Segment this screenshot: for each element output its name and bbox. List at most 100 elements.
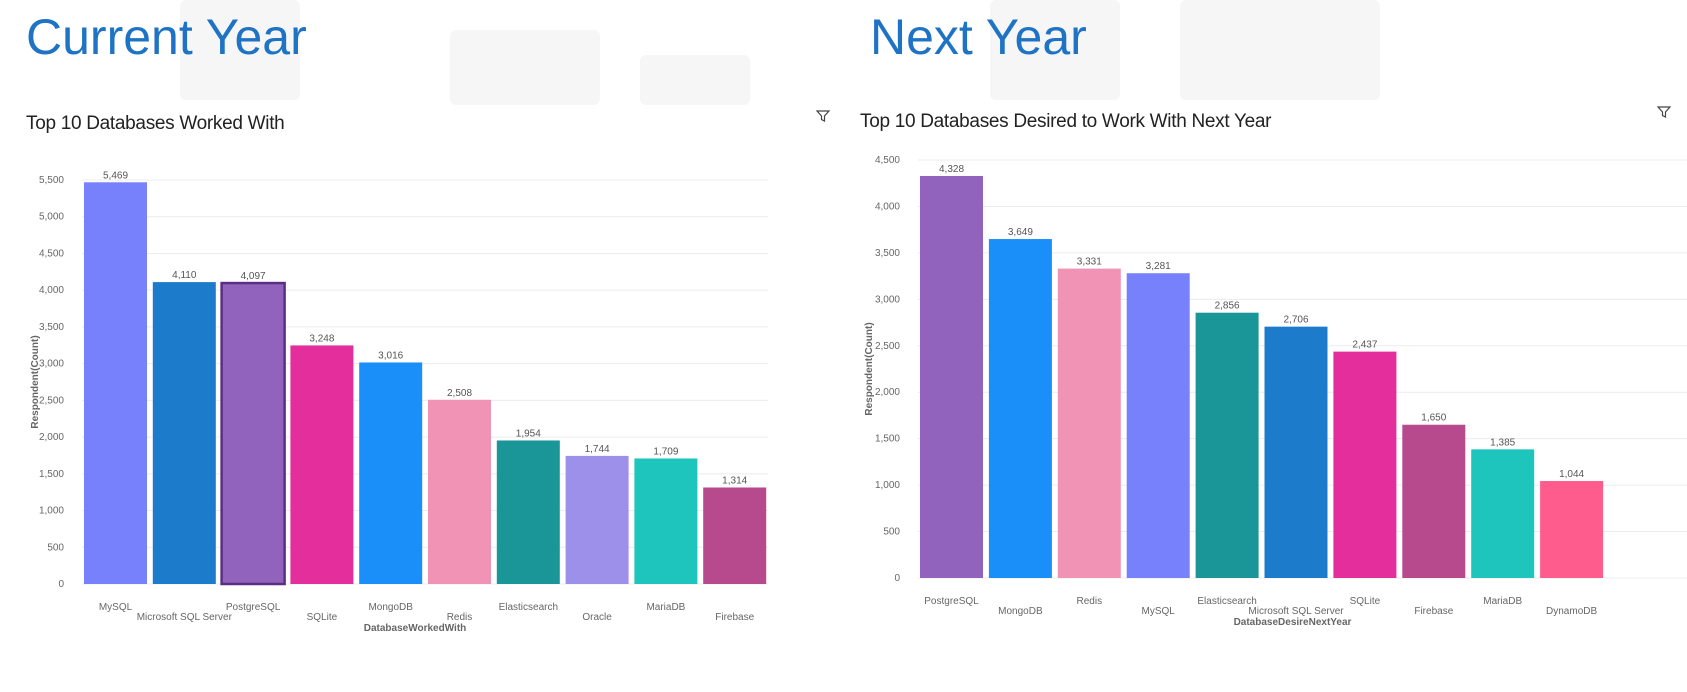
- x-tick-label: MongoDB: [368, 602, 413, 613]
- data-label: 2,437: [1352, 340, 1377, 351]
- x-tick-label: Oracle: [582, 612, 612, 623]
- y-tick-label: 4,000: [39, 285, 64, 296]
- data-label: 2,706: [1283, 315, 1308, 326]
- y-tick-label: 2,000: [39, 432, 64, 443]
- x-axis-title: DatabaseWorkedWith: [364, 623, 467, 634]
- y-tick-label: 4,500: [875, 155, 900, 166]
- data-label: 2,856: [1215, 301, 1240, 312]
- bar: [1471, 449, 1535, 578]
- x-tick-label: MariaDB: [1483, 596, 1522, 607]
- x-tick-label: Firebase: [715, 612, 754, 623]
- y-tick-label: 2,000: [875, 387, 900, 398]
- x-tick-label: Elasticsearch: [1197, 596, 1256, 607]
- data-label: 4,097: [241, 271, 266, 282]
- x-tick-label: MySQL: [1142, 606, 1176, 617]
- bar: [84, 182, 147, 584]
- filter-icon[interactable]: [816, 109, 830, 123]
- bar: [428, 399, 491, 584]
- bar: [634, 458, 698, 584]
- y-tick-label: 4,000: [875, 201, 900, 212]
- y-tick-label: 1,500: [39, 469, 64, 480]
- y-tick-label: 3,500: [39, 322, 64, 333]
- data-label: 1,650: [1421, 413, 1446, 424]
- bar: [1264, 326, 1328, 578]
- y-tick-label: 500: [47, 542, 64, 553]
- bar: [290, 345, 354, 584]
- x-tick-label: DynamoDB: [1546, 606, 1597, 617]
- data-label: 3,281: [1146, 261, 1171, 272]
- y-tick-label: 5,500: [39, 175, 64, 186]
- background-decoration: [640, 55, 750, 105]
- x-tick-label: Firebase: [1414, 606, 1453, 617]
- x-tick-label: PostgreSQL: [226, 602, 281, 613]
- data-label: 3,248: [309, 333, 334, 344]
- y-tick-label: 1,000: [39, 506, 64, 517]
- y-tick-label: 0: [894, 573, 900, 584]
- x-tick-label: PostgreSQL: [924, 596, 979, 607]
- data-label: 2,508: [447, 388, 472, 399]
- y-axis-title: Respondent(Count): [864, 322, 875, 415]
- data-label: 4,328: [939, 164, 964, 175]
- x-tick-label: MariaDB: [646, 602, 685, 613]
- current-year-heading: Current Year: [26, 9, 307, 65]
- bar: [565, 455, 629, 584]
- y-axis-title: Respondent(Count): [30, 335, 41, 428]
- bar: [1402, 424, 1466, 578]
- background-decoration: [1180, 0, 1380, 100]
- bar: [1195, 312, 1259, 578]
- bar: [1540, 481, 1604, 578]
- bar: [1057, 268, 1121, 578]
- y-tick-label: 1,500: [875, 434, 900, 445]
- data-label: 1,044: [1559, 469, 1584, 480]
- y-tick-label: 5,000: [39, 212, 64, 223]
- filter-icon[interactable]: [1657, 105, 1671, 119]
- chart-panel-worked-with: Top 10 Databases Worked With 0 500 1,000 1,…: [26, 105, 846, 690]
- bar: [1126, 273, 1190, 578]
- data-label: 1,314: [722, 475, 747, 486]
- bar: [1333, 351, 1397, 578]
- x-tick-label: Microsoft SQL Server: [137, 612, 233, 623]
- chart-title: Top 10 Databases Worked With: [26, 113, 285, 134]
- chart-panel-desired-next-year: Top 10 Databases Desired to Work With Ne…: [860, 105, 1687, 690]
- x-tick-label: Redis: [447, 612, 473, 623]
- bar-chart-desired-next-year: 0 500 1,000 1,500 2,000 2,500 3,000 3,500 4,000 4…: [864, 155, 1687, 628]
- y-tick-label: 2,500: [39, 395, 64, 406]
- y-tick-label: 1,000: [875, 480, 900, 491]
- x-tick-label: MongoDB: [998, 606, 1043, 617]
- x-tick-label: Redis: [1077, 596, 1103, 607]
- bar: [152, 282, 216, 584]
- y-tick-label: 3,000: [875, 294, 900, 305]
- data-label: 3,331: [1077, 257, 1102, 268]
- y-tick-label: 2,500: [875, 341, 900, 352]
- next-year-heading: Next Year: [870, 9, 1087, 65]
- data-label: 1,744: [585, 444, 610, 455]
- x-tick-label: SQLite: [1350, 596, 1381, 607]
- background-decoration: [990, 0, 1120, 100]
- background-decoration: [180, 0, 300, 100]
- bar: [703, 487, 767, 584]
- x-tick-label: MySQL: [99, 602, 133, 613]
- y-tick-label: 3,000: [39, 359, 64, 370]
- data-label: 1,954: [516, 428, 541, 439]
- bar: [359, 362, 423, 584]
- y-tick-label: 0: [58, 579, 64, 590]
- data-label: 1,709: [653, 446, 678, 457]
- x-tick-label: Microsoft SQL Server: [1248, 606, 1344, 617]
- y-tick-label: 500: [883, 527, 900, 538]
- chart-title: Top 10 Databases Desired to Work With Ne…: [860, 111, 1272, 132]
- x-tick-label: SQLite: [307, 612, 338, 623]
- x-tick-label: Elasticsearch: [499, 602, 558, 613]
- y-tick-label: 4,500: [39, 248, 64, 259]
- bar-chart-worked-with: 0 500 1,000 1,500 2,000 2,500 3,000 3,500 4,000 4…: [30, 170, 768, 634]
- data-label: 1,385: [1490, 437, 1515, 448]
- bar: [920, 175, 983, 578]
- x-axis-title: DatabaseDesireNextYear: [1234, 617, 1352, 628]
- bar: [988, 239, 1052, 578]
- data-label: 3,016: [378, 350, 403, 361]
- bar: [496, 440, 560, 584]
- bar: [220, 281, 286, 586]
- data-label: 4,110: [172, 270, 197, 281]
- data-label: 3,649: [1008, 227, 1033, 238]
- background-decoration: [450, 30, 600, 105]
- data-label: 5,469: [103, 170, 128, 181]
